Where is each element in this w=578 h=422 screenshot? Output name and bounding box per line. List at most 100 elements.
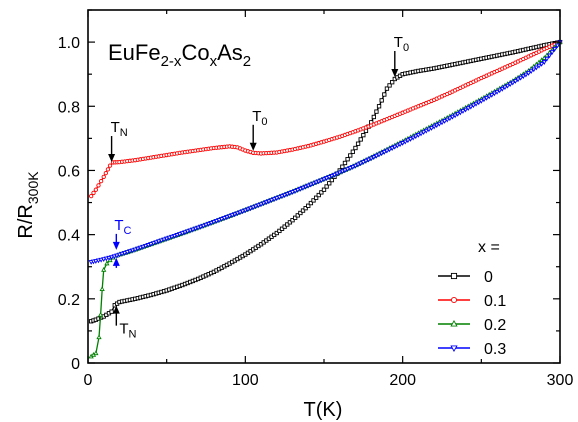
data-point	[389, 146, 395, 151]
data-point	[455, 112, 461, 117]
data-point	[96, 183, 101, 188]
data-point	[381, 150, 387, 155]
data-point	[96, 334, 102, 340]
legend-marker	[450, 296, 458, 304]
data-point	[371, 155, 377, 160]
data-point	[164, 236, 170, 242]
y-tick-label: 0.2	[58, 292, 80, 309]
data-point	[358, 137, 363, 142]
data-point	[350, 149, 355, 154]
y-tick-label: 0.6	[58, 163, 80, 180]
data-point	[382, 92, 387, 97]
legend-label: 0.1	[484, 293, 506, 310]
data-point	[221, 216, 227, 221]
data-point	[339, 169, 345, 175]
data-point	[308, 200, 314, 206]
data-point	[376, 104, 382, 109]
series-0.1	[88, 39, 563, 199]
data-point	[533, 65, 540, 71]
data-point	[523, 72, 529, 78]
data-point	[192, 226, 199, 232]
data-point	[303, 184, 309, 190]
data-point	[345, 157, 350, 162]
data-point	[158, 238, 165, 244]
data-point	[226, 214, 233, 219]
data-point	[200, 223, 207, 229]
data-point	[137, 245, 144, 251]
data-point	[368, 156, 374, 162]
data-point	[483, 96, 490, 101]
data-point	[284, 192, 290, 197]
data-point	[103, 170, 108, 176]
chart-title: EuFe2-xCoxAs2	[108, 40, 251, 70]
data-point	[539, 61, 545, 67]
data-point	[405, 138, 411, 144]
data-point	[101, 174, 106, 180]
data-point	[300, 185, 306, 191]
data-point	[376, 152, 382, 158]
y-tick-label: 1.0	[58, 35, 80, 52]
data-point	[361, 133, 366, 138]
plot-area	[88, 39, 563, 359]
data-point	[219, 217, 225, 222]
data-point	[447, 116, 453, 122]
data-point	[216, 218, 222, 223]
data-point	[384, 148, 390, 154]
data-point	[499, 86, 505, 92]
data-point	[465, 106, 471, 112]
data-point	[143, 243, 149, 249]
data-point	[229, 213, 235, 219]
data-point	[295, 213, 300, 218]
data-point	[340, 164, 345, 169]
data-point	[353, 145, 358, 151]
data-point	[187, 228, 193, 234]
legend-entry: 0	[438, 269, 493, 286]
data-point	[247, 206, 254, 212]
data-point	[342, 168, 348, 174]
data-point	[321, 177, 327, 183]
axes: 0 100 200 300 0 0.2 0.4 0.6 0.8 1.0	[58, 9, 573, 389]
y-tick-label: 0.4	[58, 228, 80, 245]
data-point	[174, 233, 180, 238]
data-point	[374, 109, 379, 114]
legend-marker	[450, 345, 458, 353]
data-point	[232, 212, 238, 218]
data-point	[473, 101, 479, 107]
data-point	[287, 191, 293, 196]
data-point	[316, 192, 321, 198]
data-point	[394, 143, 401, 149]
data-point	[421, 130, 427, 136]
data-point	[426, 127, 432, 133]
data-point	[182, 230, 188, 236]
data-point	[392, 144, 398, 150]
data-point	[261, 201, 267, 207]
data-point	[255, 203, 262, 209]
data-point	[491, 91, 498, 97]
annotation: TN	[108, 119, 128, 163]
data-point	[337, 170, 343, 176]
data-point	[140, 244, 146, 250]
data-point	[208, 220, 214, 226]
data-point	[355, 162, 361, 168]
data-point	[105, 167, 111, 172]
data-point	[114, 253, 120, 259]
data-point	[295, 188, 301, 193]
data-point	[97, 311, 104, 317]
data-point	[205, 221, 212, 227]
data-point	[300, 208, 306, 213]
x-axis-label: T(K)	[304, 399, 343, 421]
data-point	[185, 229, 191, 235]
data-point	[103, 256, 109, 262]
data-point	[166, 235, 172, 241]
data-point	[293, 215, 298, 220]
data-point	[386, 147, 393, 153]
data-point	[415, 133, 422, 138]
data-point	[360, 160, 366, 165]
data-point	[93, 350, 99, 356]
data-point	[101, 257, 107, 262]
data-point	[101, 266, 107, 272]
data-point	[342, 160, 348, 166]
data-point	[390, 80, 395, 85]
data-point	[489, 93, 495, 98]
data-point	[462, 107, 469, 113]
